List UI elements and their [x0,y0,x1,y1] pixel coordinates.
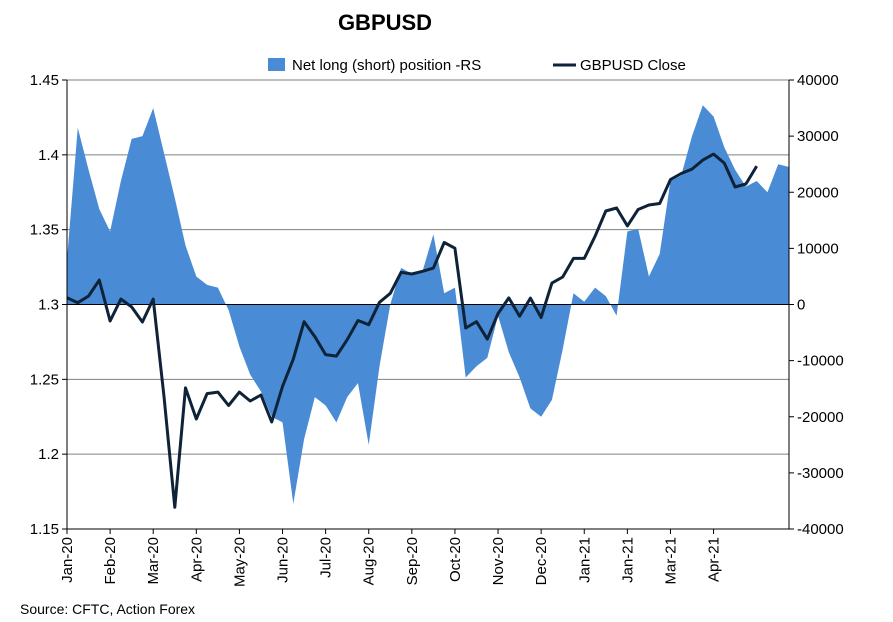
right-tick-label-4: 0 [797,297,805,314]
x-tick-label-7: Aug-20 [361,537,378,585]
x-axis-labels: Jan-20 Feb-20 Mar-20 Apr-20 May-20 Jun-20 Jul-… [59,537,723,587]
axes [62,79,794,534]
right-tick-label-8: 40000 [797,72,839,89]
right-axis-labels: -40000 -30000 -20000 -10000 0 10000 20000 30000… [797,72,844,538]
legend-line-label: GBPUSD Close [580,57,686,74]
x-tick-label-3: Apr-20 [188,537,205,582]
left-tick-label-3: 1.3 [38,297,59,314]
left-tick-label-5: 1.4 [38,147,59,164]
x-tick-label-8: Sep-20 [404,537,421,585]
x-tick-label-6: Jul-20 [318,537,335,578]
left-tick-label-1: 1.2 [38,446,59,463]
x-tick-label-10: Nov-20 [490,537,507,585]
x-tick-label-14: Mar-21 [662,537,679,585]
x-tick-label-0: Jan-20 [59,537,76,583]
x-tick-label-9: Oct-20 [447,537,464,582]
chart-title: GBPUSD [338,10,432,35]
x-tick-label-15: Apr-21 [706,537,723,582]
right-tick-label-2: -20000 [797,409,844,426]
gbpusd-close-line [66,152,758,509]
left-tick-label-4: 1.35 [30,222,59,239]
legend-area-label: Net long (short) position -RS [292,57,481,74]
left-tick-label-2: 1.25 [30,371,59,388]
right-tick-label-5: 10000 [797,240,839,257]
right-tick-label-0: -40000 [797,521,844,538]
right-tick-label-1: -30000 [797,465,844,482]
x-tick-label-5: Jun-20 [275,537,292,583]
x-tick-label-13: Jan-21 [619,537,636,583]
right-tick-label-6: 20000 [797,184,839,201]
x-tick-label-12: Jan-21 [576,537,593,583]
x-tick-label-2: Mar-20 [145,537,162,585]
legend-area-swatch [268,58,285,71]
x-tick-label-11: Dec-20 [533,537,550,585]
x-tick-label-1: Feb-20 [102,537,119,585]
right-tick-label-7: 30000 [797,128,839,145]
gbpusd-close-polyline [66,152,758,509]
legend: Net long (short) position -RS GBPUSD Clo… [268,57,686,74]
right-tick-label-3: -10000 [797,353,844,370]
left-tick-label-6: 1.45 [30,72,59,89]
left-tick-label-0: 1.15 [30,521,59,538]
source-note: Source: CFTC, Action Forex [20,601,195,617]
x-tick-label-4: May-20 [231,537,248,587]
left-axis-labels: 1.15 1.2 1.25 1.3 1.35 1.4 1.45 [30,72,59,538]
